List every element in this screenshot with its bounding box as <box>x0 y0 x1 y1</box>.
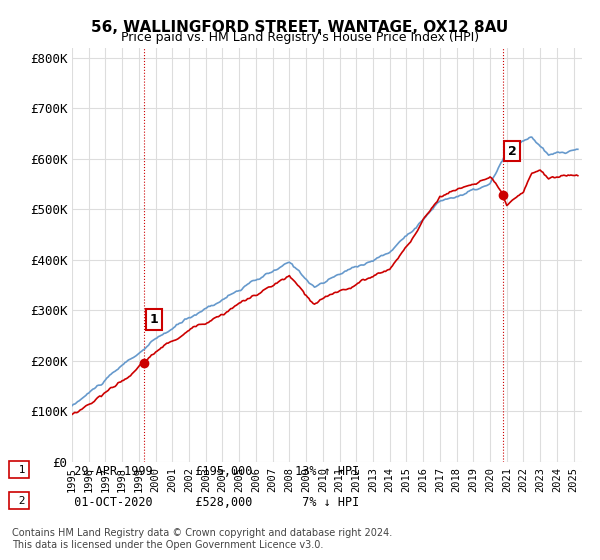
Text: 01-OCT-2020      £528,000       7% ↓ HPI: 01-OCT-2020 £528,000 7% ↓ HPI <box>60 496 359 508</box>
Text: 29-APR-1999      £195,000      13% ↑ HPI: 29-APR-1999 £195,000 13% ↑ HPI <box>60 465 359 478</box>
Text: Price paid vs. HM Land Registry's House Price Index (HPI): Price paid vs. HM Land Registry's House … <box>121 31 479 44</box>
Text: Contains HM Land Registry data © Crown copyright and database right 2024.
This d: Contains HM Land Registry data © Crown c… <box>12 528 392 550</box>
Text: 56, WALLINGFORD STREET, WANTAGE, OX12 8AU: 56, WALLINGFORD STREET, WANTAGE, OX12 8A… <box>91 20 509 35</box>
Text: 2: 2 <box>508 144 517 158</box>
Text: 1: 1 <box>12 465 25 475</box>
Text: 2: 2 <box>12 496 25 506</box>
Text: 1: 1 <box>149 313 158 326</box>
